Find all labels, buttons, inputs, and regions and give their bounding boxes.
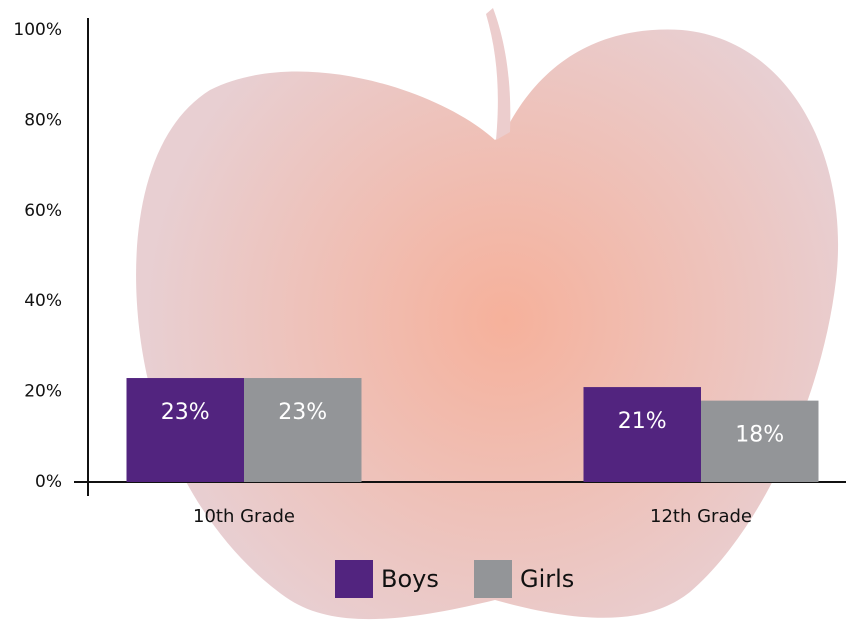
- legend-label: Boys: [381, 565, 439, 593]
- value-label: 23%: [161, 400, 210, 425]
- legend-label: Girls: [520, 565, 574, 593]
- legend-swatch: [335, 560, 373, 598]
- value-label: 18%: [735, 423, 784, 448]
- y-tick-label: 100%: [13, 20, 62, 40]
- y-tick-label: 80%: [24, 110, 62, 130]
- bar: [583, 387, 701, 482]
- legend-swatch: [474, 560, 512, 598]
- y-tick-label: 0%: [35, 472, 62, 492]
- y-tick-label: 40%: [24, 291, 62, 311]
- bar: [701, 400, 819, 482]
- x-tick-label: 10th Grade: [193, 506, 295, 527]
- bar: [126, 378, 244, 482]
- y-tick-label: 20%: [24, 382, 62, 402]
- bar: [244, 378, 362, 482]
- value-label: 21%: [618, 409, 667, 434]
- apple-background: [136, 8, 839, 620]
- x-tick-label: 12th Grade: [650, 506, 752, 527]
- value-label: 23%: [278, 400, 327, 425]
- y-tick-label: 60%: [24, 201, 62, 221]
